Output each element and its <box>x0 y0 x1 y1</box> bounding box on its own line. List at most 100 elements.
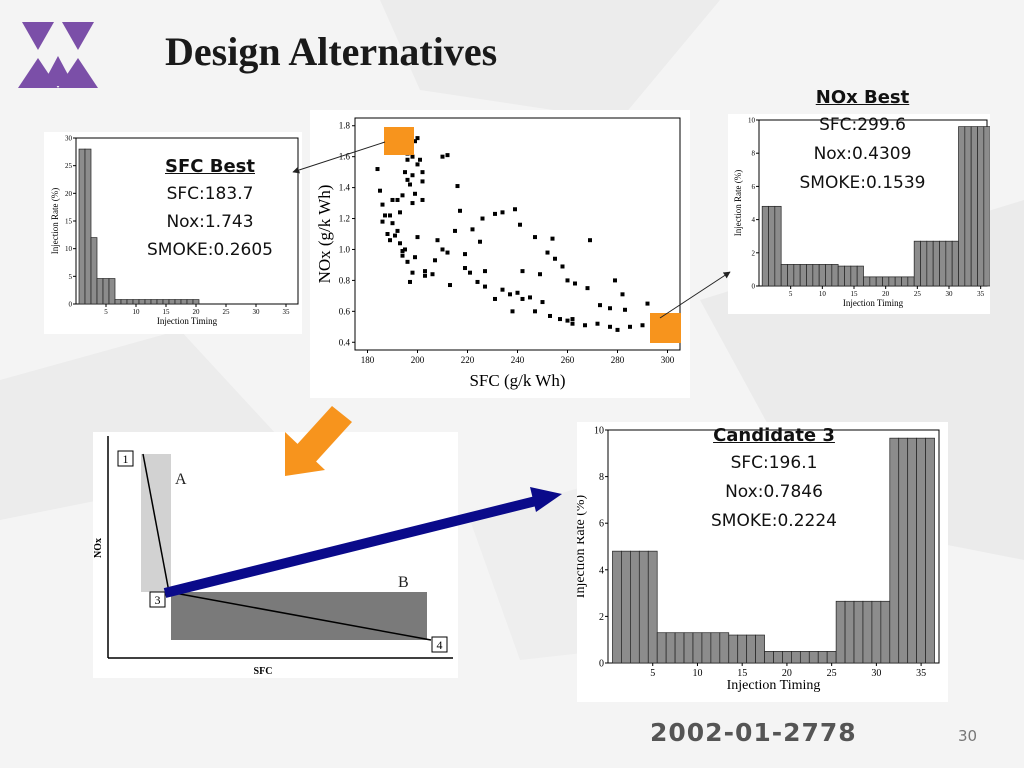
data-point <box>558 317 562 322</box>
data-point <box>415 136 420 141</box>
data-point <box>398 241 402 246</box>
data-point <box>470 227 475 232</box>
company-logo <box>18 22 98 88</box>
data-point <box>480 216 485 221</box>
tradeoff-diagram: A B 1 3 4 NOx SFC <box>93 436 453 677</box>
x-tick-label: 25 <box>827 668 837 679</box>
pareto-scatter-panel: 180 200 220 240 260 280 300 0.4 0.6 0.8 1.0 1.2 1.4 1… <box>310 110 690 398</box>
x-axis-label: SFC (g/k Wh) <box>469 371 565 390</box>
data-point <box>408 182 412 187</box>
x-tick-label: 15 <box>737 668 747 679</box>
y-tick-label: 1.0 <box>339 244 351 254</box>
data-point <box>393 233 397 238</box>
data-point <box>400 193 405 198</box>
candidate-3-histogram: 5 10 15 20 25 30 35 0 2 4 6 8 10 Injection Timing Inje… <box>573 426 940 693</box>
injection-bar <box>96 278 104 305</box>
tradeoff-diagram-panel: A B 1 3 4 NOx SFC <box>93 432 458 678</box>
slide-title: Design Alternatives <box>165 29 498 74</box>
y-tick-label: 10 <box>594 426 604 437</box>
injection-bar <box>920 240 928 287</box>
injection-bar <box>630 550 640 664</box>
y-tick-label: 0 <box>599 659 604 670</box>
data-point <box>483 269 487 274</box>
data-point <box>410 154 415 159</box>
y-tick-label: 25 <box>65 162 73 170</box>
data-point <box>463 266 467 271</box>
nox-best-heading: NOx Best <box>815 87 910 108</box>
injection-bar <box>132 299 140 305</box>
data-point <box>388 238 392 243</box>
data-point <box>400 253 405 258</box>
footer-paper-id: 2002-01-2778 <box>650 718 857 747</box>
sfc-best-smoke: SMOKE:0.2605 <box>147 240 273 260</box>
injection-bar <box>799 651 810 664</box>
data-point <box>415 162 420 167</box>
diagram-y-label: NOx <box>93 538 104 558</box>
data-point <box>383 213 387 218</box>
injection-bar <box>755 634 765 664</box>
injection-bar <box>126 299 134 305</box>
data-point <box>565 278 570 283</box>
data-point <box>583 323 587 328</box>
x-tick-label: 35 <box>283 308 291 316</box>
injection-bar <box>647 550 658 664</box>
x-tick-label: 10 <box>133 308 141 316</box>
x-tick-label: 260 <box>561 355 575 365</box>
data-point <box>540 300 545 305</box>
y-tick-label: 15 <box>65 217 73 225</box>
y-tick-label: 30 <box>65 134 73 142</box>
data-point <box>608 306 612 311</box>
injection-bar <box>889 437 900 664</box>
injection-bar <box>808 651 819 664</box>
injection-bar <box>656 632 667 664</box>
x-tick-label: 20 <box>882 290 890 298</box>
x-tick-label: 25 <box>914 290 922 298</box>
nox-best-nox: Nox:0.4309 <box>813 144 912 164</box>
injection-bar <box>768 205 776 287</box>
y-tick-label: 0 <box>69 300 73 308</box>
sfc-best-heading: SFC Best <box>165 156 255 177</box>
injection-bar <box>764 651 774 664</box>
data-point <box>520 296 525 301</box>
nox-best-panel: 5 10 15 20 25 30 35 0 2 4 6 8 10 Injection Timing Inje… <box>728 114 991 314</box>
data-point <box>458 208 462 213</box>
injection-bar <box>674 632 685 664</box>
x-tick-label: 5 <box>650 668 655 679</box>
nox-best-histogram: 5 10 15 20 25 30 35 0 2 4 6 8 10 Injection Timing Inje… <box>733 116 991 308</box>
injection-bar <box>926 240 934 287</box>
data-point <box>413 255 417 260</box>
data-point <box>408 145 412 150</box>
data-point <box>468 270 472 275</box>
data-point <box>615 327 620 332</box>
data-point <box>388 213 392 218</box>
data-point <box>440 154 445 159</box>
y-axis-label: Injection Rate (%) <box>733 170 743 236</box>
data-point <box>380 219 385 224</box>
x-tick-label: 240 <box>511 355 525 365</box>
injection-bar <box>710 632 721 664</box>
y-tick-label: 4 <box>599 565 604 576</box>
injection-bar <box>970 126 978 287</box>
page-number: 30 <box>958 727 978 745</box>
data-point <box>390 197 395 202</box>
candidate-3-sfc: SFC:196.1 <box>730 453 818 473</box>
y-tick-label: 8 <box>752 150 756 158</box>
data-point <box>385 232 390 236</box>
data-point <box>518 222 522 227</box>
candidate-3-smoke: SMOKE:0.2224 <box>711 511 837 531</box>
data-point <box>410 173 415 178</box>
injection-bar <box>818 264 826 287</box>
data-point <box>545 250 550 255</box>
data-point <box>420 170 425 175</box>
data-point <box>513 207 517 212</box>
nox-best-sfc: SFC:299.6 <box>819 115 906 135</box>
point-4-box <box>431 636 448 653</box>
data-point <box>598 303 602 308</box>
data-point <box>515 290 520 295</box>
data-point <box>570 321 575 326</box>
injection-bar <box>964 126 972 287</box>
candidate-3-nox: Nox:0.7846 <box>725 482 823 502</box>
injection-bar <box>863 276 871 287</box>
injection-bar <box>737 634 748 664</box>
injection-bar <box>817 651 828 664</box>
